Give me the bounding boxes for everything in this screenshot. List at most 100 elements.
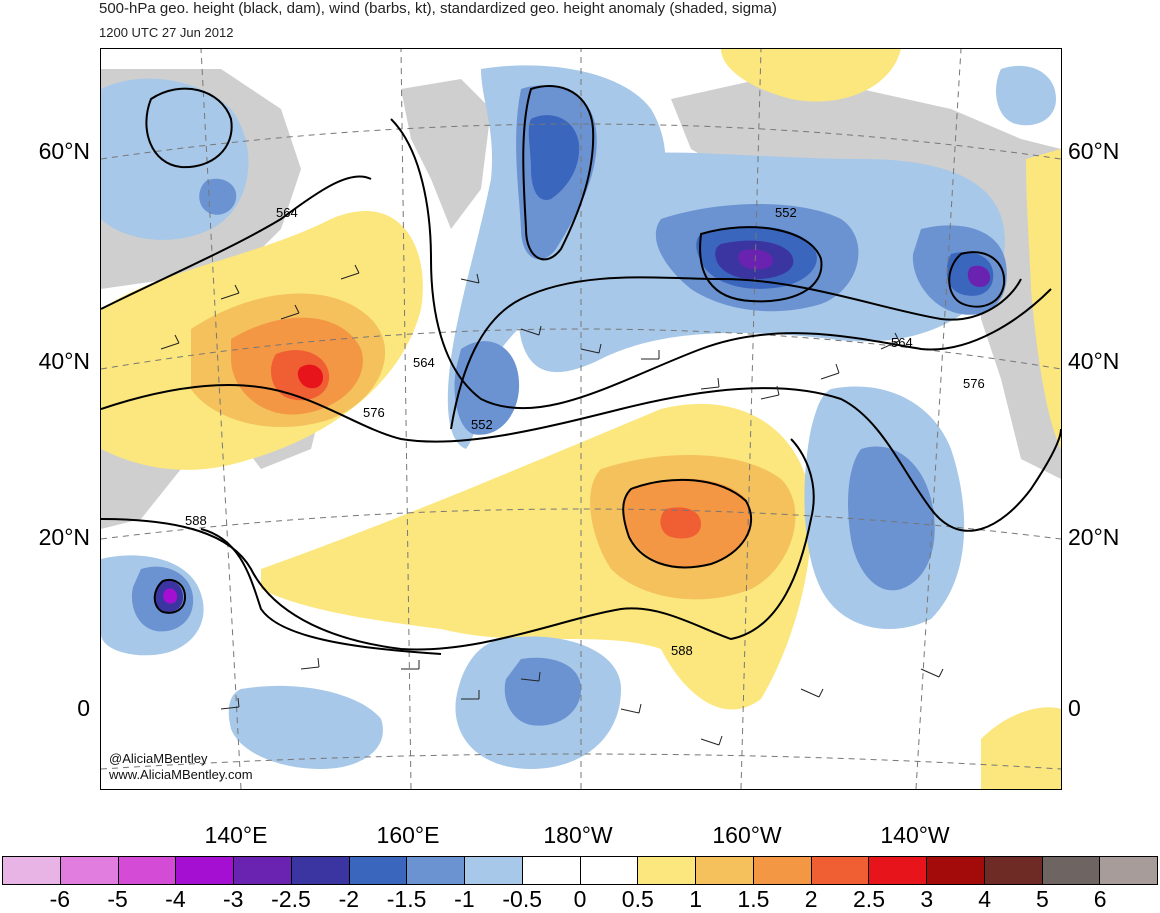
- wind-barb: [220, 697, 240, 710]
- contour-closed-low-northwest: [145, 87, 233, 169]
- colorbar-swatch: [465, 857, 523, 884]
- contour-576: [101, 384, 1061, 532]
- meridian-140e: [200, 49, 242, 789]
- colorbar-swatch: [407, 857, 465, 884]
- anomaly-negative-tropical-west: [228, 685, 383, 769]
- contour-564-pacific: [390, 118, 1052, 410]
- colorbar-swatch: [696, 857, 754, 884]
- anomaly-negative-okhotsk-core: [528, 115, 580, 200]
- colorbar-swatch: [811, 857, 870, 884]
- map-svg: 564 552 564 576 552 564 576 588 588: [101, 49, 1061, 789]
- wind-barb: [920, 668, 944, 678]
- colorbar-tick-label: -4: [165, 886, 186, 912]
- colorbar-swatch: [927, 857, 985, 884]
- anomaly-negative-typhoon-center: [163, 588, 178, 604]
- height-contour-layer: [101, 84, 1061, 655]
- lon-label-160e: 160°E: [376, 822, 440, 848]
- colorbar-swatch: [638, 857, 696, 884]
- colorbar-swatch: [1100, 857, 1157, 884]
- wind-barb: [460, 273, 480, 284]
- contour-label: 576: [363, 405, 385, 420]
- wind-barb: [401, 660, 420, 670]
- lat-label-20n-left: 20°N: [38, 524, 90, 550]
- colorbar-tick-label: 1: [689, 886, 702, 912]
- anomaly-positive-japan-peak: [297, 364, 323, 389]
- anomaly-positive-northeast: [721, 49, 901, 102]
- lat-label-0-left: 0: [77, 695, 90, 721]
- anomaly-negative-northeast-core: [996, 65, 1056, 126]
- wind-barb: [280, 304, 300, 320]
- wind-barb: [340, 264, 360, 280]
- meridian-160e: [400, 49, 412, 789]
- wind-barb: [700, 377, 720, 390]
- wind-barb: [520, 325, 542, 336]
- map-panel: 564 552 564 576 552 564 576 588 588 @Ali…: [100, 48, 1062, 790]
- wind-barb: [580, 343, 602, 354]
- contour-closed-low-okhotsk: [522, 84, 595, 261]
- contour-label: 564: [276, 205, 298, 220]
- graticule-layer: [101, 49, 1061, 789]
- anomaly-positive-east-edge: [1026, 149, 1061, 449]
- wind-barb-layer: [160, 264, 944, 746]
- colorbar-swatch: [176, 857, 234, 884]
- anomaly-negative-kuril: [454, 341, 520, 435]
- colorbar-swatch: [1042, 857, 1101, 884]
- anomaly-positive-central-max: [660, 507, 701, 539]
- colorbar-tick-label: 0.5: [621, 886, 654, 912]
- lon-label-160w: 160°W: [712, 822, 782, 848]
- lon-label-140w: 140°W: [880, 822, 950, 848]
- colorbar-swatch: [753, 857, 812, 884]
- contour-label: 588: [671, 643, 693, 658]
- colorbar-tick-label: -1: [454, 886, 475, 912]
- colorbar-tick-label: 3: [920, 886, 934, 912]
- colorbar-tick-label: -6: [49, 886, 71, 912]
- colorbar-tick-label: 2: [804, 886, 818, 912]
- wind-barb: [700, 735, 723, 746]
- contour-564-west: [101, 175, 372, 310]
- contour-552: [450, 276, 1022, 430]
- wind-barb: [880, 332, 900, 350]
- contour-588-south: [200, 528, 442, 655]
- lon-label-140e: 140°E: [204, 822, 268, 848]
- colorbar-swatch: [60, 857, 119, 884]
- credit-website: www.AliciaMBentley.com: [109, 767, 253, 782]
- colorbar-tick-label: 6: [1093, 886, 1107, 912]
- colorbar-swatch: [869, 857, 927, 884]
- meridian-160w: [740, 49, 762, 789]
- wind-barb: [620, 703, 642, 714]
- anomaly-negative-northwest-core: [199, 178, 237, 215]
- colorbar-tick-label: -1.5: [386, 886, 427, 912]
- lat-label-40n-right: 40°N: [1068, 348, 1120, 374]
- colorbar-swatch: [984, 857, 1043, 884]
- lat-label-20n-right: 20°N: [1068, 524, 1120, 550]
- colorbar-swatch: [234, 857, 292, 884]
- colorbar-tick-label: -2: [338, 886, 360, 912]
- wind-barb: [461, 690, 480, 700]
- colorbar-tick-label: 4: [978, 886, 991, 912]
- lat-label-60n-left: 60°N: [38, 138, 90, 164]
- negative-anomaly-layer: [101, 65, 1056, 769]
- colorbar: [2, 856, 1158, 885]
- wind-barb: [220, 284, 240, 300]
- anomaly-negative-tropical-central-core: [504, 657, 581, 726]
- contour-label-layer: 564 552 564 576 552 564 576 588 588: [185, 205, 985, 658]
- wind-barb: [760, 385, 780, 400]
- wind-barb: [800, 688, 824, 698]
- colorbar-swatch: [349, 857, 408, 884]
- colorbar-tick-label: -3: [222, 886, 244, 912]
- colorbar-tick-label: -0.5: [502, 886, 543, 912]
- positive-anomaly-layer: [101, 49, 1061, 789]
- colorbar-tick-label: 1.5: [737, 886, 770, 912]
- meridian-140w: [915, 49, 962, 789]
- contour-label: 576: [963, 376, 985, 391]
- chart-title: 500-hPa geo. height (black, dam), wind (…: [99, 0, 777, 17]
- lat-label-60n-right: 60°N: [1068, 138, 1120, 164]
- contour-588: [101, 438, 815, 651]
- colorbar-swatch: [580, 857, 639, 884]
- contour-closed-high-central: [622, 478, 752, 569]
- contour-closed-low-typhoon: [153, 579, 187, 614]
- wind-barb: [160, 334, 180, 350]
- contour-label: 564: [413, 355, 435, 370]
- lat-label-0-right: 0: [1068, 695, 1081, 721]
- wind-barb: [520, 671, 541, 682]
